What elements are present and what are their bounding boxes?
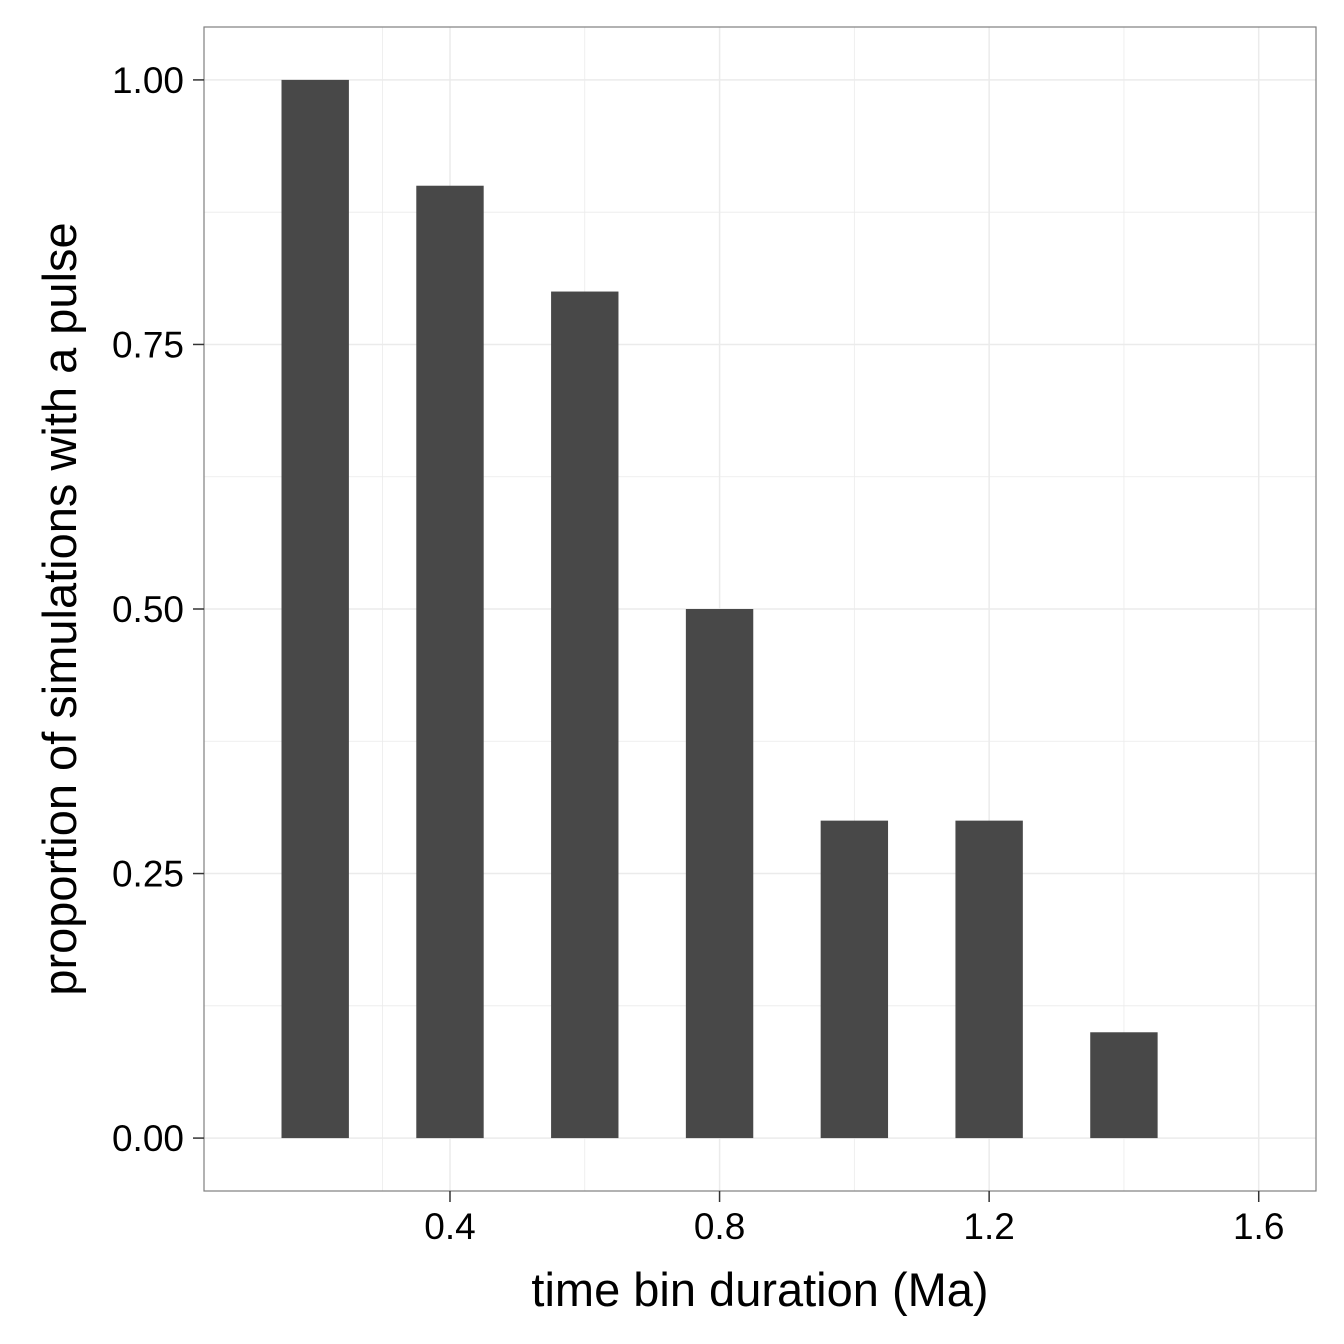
bar xyxy=(685,609,754,1139)
x-tick-label: 0.8 xyxy=(694,1206,745,1247)
y-axis-title: proportion of simulations with a pulse xyxy=(33,222,86,995)
y-tick-label: 0.25 xyxy=(112,854,184,895)
y-tick-label: 0.00 xyxy=(112,1118,184,1159)
bars xyxy=(281,79,1158,1139)
bar xyxy=(281,79,349,1139)
y-tick-label: 0.75 xyxy=(112,324,184,365)
x-axis: 0.4 0.8 1.2 1.6 xyxy=(424,1191,1284,1247)
x-axis-title: time bin duration (Ma) xyxy=(531,1263,988,1316)
x-tick-label: 0.4 xyxy=(424,1206,475,1247)
bar xyxy=(820,820,889,1139)
bar xyxy=(955,820,1023,1139)
y-tick-label: 1.00 xyxy=(112,60,184,101)
bar xyxy=(551,291,619,1139)
x-tick-label: 1.6 xyxy=(1233,1206,1284,1247)
bar xyxy=(1090,1032,1158,1139)
y-tick-label: 0.50 xyxy=(112,589,184,630)
x-tick-label: 1.2 xyxy=(963,1206,1014,1247)
bar xyxy=(416,185,484,1139)
grid-major-lines xyxy=(204,27,1316,1191)
y-axis: 0.00 0.25 0.50 0.75 1.00 xyxy=(112,60,204,1159)
